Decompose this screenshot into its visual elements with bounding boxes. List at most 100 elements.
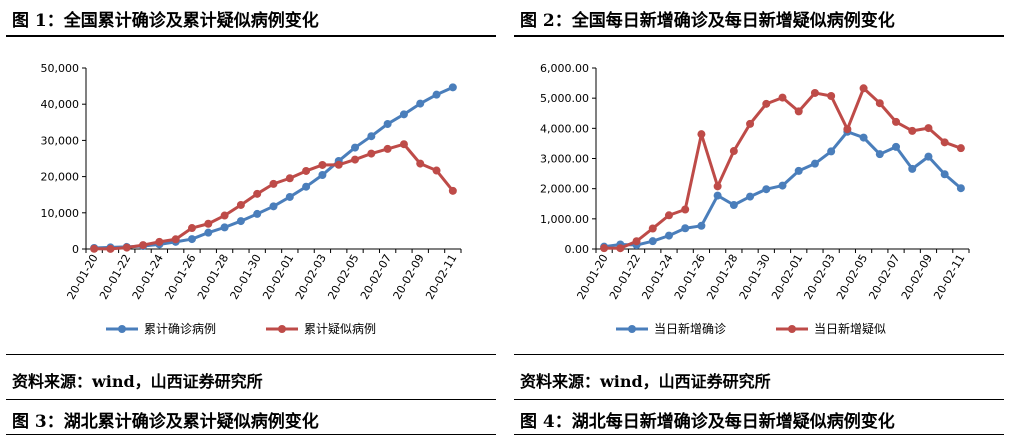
data-point xyxy=(416,159,425,168)
data-point xyxy=(236,200,245,209)
data-point xyxy=(399,110,408,119)
data-point xyxy=(253,209,262,218)
data-point xyxy=(220,223,229,232)
data-point xyxy=(729,200,738,209)
x-tick-label: 20-01-30 xyxy=(737,252,773,302)
y-tick-label: 6,000.00 xyxy=(540,62,589,75)
source-rule xyxy=(6,354,496,355)
data-point xyxy=(648,224,657,233)
data-point xyxy=(908,126,917,135)
data-point xyxy=(794,107,803,116)
figure-1-title: 图 1：全国累计确诊及累计疑似病例变化 xyxy=(12,11,319,31)
chart-national-cumulative: 010,00020,00030,00040,00050,00020-01-202… xyxy=(41,62,462,336)
x-tick-label: 20-01-28 xyxy=(704,252,740,302)
x-tick-label: 20-02-03 xyxy=(802,252,838,302)
data-point xyxy=(956,184,965,193)
data-point xyxy=(940,138,949,147)
x-tick-label: 20-01-20 xyxy=(574,252,610,302)
data-point xyxy=(432,90,441,99)
data-point xyxy=(285,192,294,201)
y-tick-label: 40,000 xyxy=(41,98,80,111)
x-tick-label: 20-02-07 xyxy=(358,252,394,302)
data-point xyxy=(892,142,901,151)
data-point xyxy=(697,130,706,139)
data-point xyxy=(713,182,722,191)
data-point xyxy=(122,243,131,252)
x-tick-label: 20-01-24 xyxy=(130,252,166,302)
data-point xyxy=(729,147,738,156)
y-tick-label: 0 xyxy=(72,243,79,256)
data-point xyxy=(778,93,787,102)
bottom-rule xyxy=(6,434,496,435)
x-tick-label: 20-02-05 xyxy=(834,252,870,302)
data-point xyxy=(908,164,917,173)
data-point xyxy=(762,185,771,194)
data-point xyxy=(236,217,245,226)
data-point xyxy=(269,179,278,188)
x-tick-label: 20-02-01 xyxy=(769,252,805,302)
y-tick-label: 5,000.00 xyxy=(540,92,589,105)
data-point xyxy=(956,144,965,153)
x-tick-label: 20-01-22 xyxy=(97,252,133,302)
figure-1-panel: 图 1：全国累计确诊及累计疑似病例变化 0 10,000 20,000 30,000 4… xyxy=(6,0,506,444)
data-point xyxy=(827,147,836,156)
data-point xyxy=(924,124,933,133)
data-point xyxy=(367,149,376,158)
series-line-1 xyxy=(94,142,455,251)
y-tick-label: 1,000.00 xyxy=(540,213,589,226)
data-point xyxy=(843,125,852,134)
legend-label: 累计确诊病例 xyxy=(144,321,216,336)
chart-national-daily-new: 0.00 1,000.00 2,000.00 3,000.00 4,000.00 5,00… xyxy=(540,62,970,336)
figure-2-panel: 图 2：全国每日新增确诊及每日新增疑似病例变化 0.00 1,000.00 2,00… xyxy=(514,0,1014,444)
data-point xyxy=(746,119,755,128)
figure-3-title: 图 3：湖北累计确诊及累计疑似病例变化 xyxy=(12,412,319,432)
data-point xyxy=(302,182,311,191)
x-tick-label: 20-01-20 xyxy=(65,252,101,302)
x-tick-label: 20-01-22 xyxy=(607,252,643,302)
data-point xyxy=(302,166,311,175)
data-point xyxy=(924,152,933,161)
data-point xyxy=(681,205,690,214)
y-tick-label: 4,000.00 xyxy=(540,122,589,135)
series-line-1 xyxy=(604,86,962,250)
figure-4-title: 图 4：湖北每日新增确诊及每日新增疑似病例变化 xyxy=(520,412,895,432)
data-point xyxy=(171,235,180,244)
x-tick-label: 20-02-03 xyxy=(293,252,329,302)
data-point xyxy=(859,84,868,93)
source-rule xyxy=(514,354,1004,355)
x-tick-label: 20-02-09 xyxy=(899,252,935,302)
y-tick-label: 0.00 xyxy=(565,243,590,256)
data-point xyxy=(616,244,625,253)
data-point xyxy=(810,88,819,97)
data-point xyxy=(810,159,819,168)
y-tick-label: 3,000.00 xyxy=(540,153,589,166)
data-point xyxy=(334,160,343,169)
data-point xyxy=(827,91,836,100)
title-rule xyxy=(514,35,1004,37)
legend-marker xyxy=(788,325,796,333)
data-point xyxy=(318,171,327,180)
data-point xyxy=(940,170,949,179)
data-point xyxy=(892,117,901,126)
data-point xyxy=(220,211,229,220)
data-point xyxy=(351,155,360,164)
section-rule xyxy=(514,399,1004,400)
x-tick-label: 20-01-30 xyxy=(228,252,264,302)
data-point xyxy=(794,166,803,175)
data-point xyxy=(875,150,884,159)
data-point xyxy=(632,237,641,246)
data-point xyxy=(90,244,99,253)
data-point xyxy=(762,99,771,108)
data-point xyxy=(778,181,787,190)
data-point xyxy=(448,83,457,92)
data-point xyxy=(681,224,690,233)
data-point xyxy=(253,189,262,198)
data-point xyxy=(367,132,376,141)
x-tick-label: 20-01-26 xyxy=(162,252,198,302)
data-point xyxy=(187,224,196,233)
x-tick-label: 20-02-05 xyxy=(325,252,361,302)
data-point xyxy=(600,244,609,253)
data-point xyxy=(106,244,115,253)
series-line-0 xyxy=(94,85,454,250)
data-point xyxy=(432,166,441,175)
